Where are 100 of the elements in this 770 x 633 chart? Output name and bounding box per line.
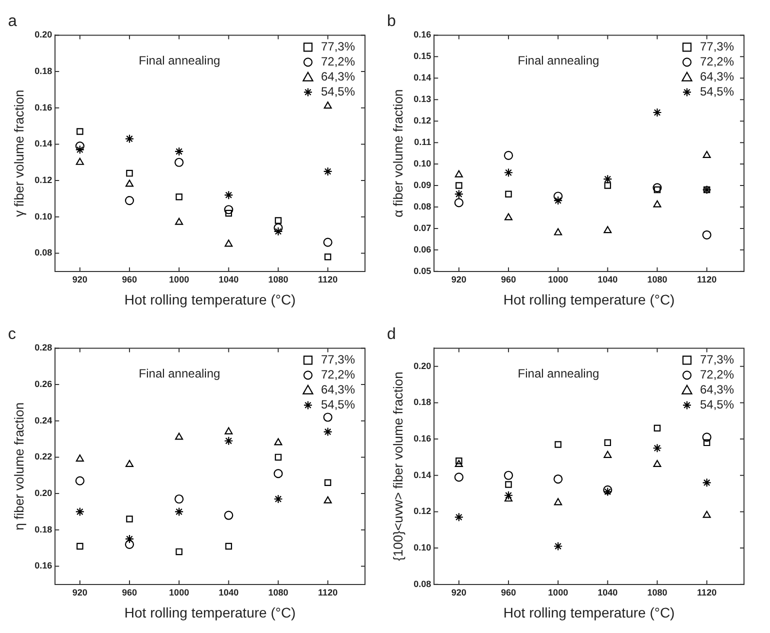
y-tick-label: 0.08 [414, 578, 432, 589]
legend-label: 54,5% [320, 398, 356, 412]
point [604, 226, 612, 234]
point [224, 190, 234, 200]
annotation: Final annealing [138, 366, 220, 381]
legend-label: 77,3% [700, 40, 734, 54]
x-axis-title: Hot rolling temperature (°C) [124, 604, 296, 620]
point [554, 498, 562, 506]
point [124, 540, 134, 549]
point [75, 476, 84, 486]
point [274, 217, 282, 224]
x-tick-label: 1000 [548, 587, 568, 598]
x-tick-label: 1120 [318, 274, 338, 284]
y-tick-label: 0.12 [414, 116, 432, 126]
point [504, 213, 513, 220]
x-tick-label: 920 [451, 274, 466, 284]
legend-label: 72,2% [320, 368, 356, 382]
point [274, 438, 282, 446]
point [76, 158, 84, 165]
legend-label: 77,3% [700, 352, 734, 367]
point [126, 170, 133, 177]
x-tick-label: 1040 [218, 587, 239, 598]
y-tick-label: 0.16 [34, 102, 52, 112]
y-tick-label: 0.08 [414, 201, 432, 212]
point [454, 198, 464, 208]
point [654, 186, 661, 194]
point [224, 205, 234, 214]
point [324, 479, 332, 486]
point [274, 226, 283, 236]
y-axis-title: α fiber volume fraction [390, 89, 406, 218]
point [174, 494, 184, 504]
x-tick-label: 960 [122, 587, 138, 598]
point [274, 223, 283, 232]
x-tick-label: 920 [72, 274, 88, 284]
point [176, 194, 182, 200]
point [224, 436, 234, 446]
point [324, 102, 332, 109]
point [554, 441, 562, 448]
point [454, 472, 464, 482]
point [174, 507, 184, 516]
point [554, 192, 563, 201]
y-tick-label: 0.11 [414, 137, 432, 148]
point [76, 542, 84, 550]
y-tick-label: 0.16 [414, 434, 432, 444]
x-axis-title: Hot rolling temperature (°C) [503, 291, 675, 308]
point [274, 469, 283, 478]
y-tick-label: 0.16 [414, 30, 432, 40]
point [654, 424, 661, 432]
y-tick-label: 0.10 [414, 542, 432, 553]
point [554, 196, 563, 206]
y-tick-label: 0.28 [34, 342, 52, 353]
annotation: Final annealing [518, 366, 600, 381]
y-axis-title: η fiber volume fraction [11, 402, 26, 530]
point [504, 168, 514, 178]
y-tick-label: 0.10 [414, 158, 432, 169]
x-tick-label: 1040 [598, 274, 618, 284]
y-tick-label: 0.20 [414, 360, 432, 371]
point [175, 218, 184, 225]
x-tick-label: 1120 [697, 274, 717, 284]
x-tick-label: 1120 [318, 587, 338, 598]
legend-label: 77,3% [320, 352, 356, 367]
y-axis-title: {100}<uvw> fiber volume fraction [390, 372, 406, 561]
point [76, 454, 84, 462]
legend-label: 72,2% [700, 368, 734, 382]
point [702, 150, 711, 158]
point [324, 496, 332, 504]
point [454, 512, 464, 522]
point [274, 454, 282, 461]
point [603, 174, 612, 184]
point [504, 490, 514, 500]
point [224, 510, 234, 520]
x-tick-label: 1040 [598, 587, 618, 598]
point [554, 228, 562, 236]
point [504, 470, 514, 480]
y-tick-label: 0.06 [414, 244, 432, 254]
y-axis-title: γ fiber volume fraction [11, 90, 26, 217]
x-tick-label: 1000 [169, 587, 190, 598]
x-tick-label: 1080 [647, 274, 668, 284]
legend-label: 77,3% [320, 40, 356, 54]
point [604, 439, 612, 446]
point [702, 510, 711, 518]
point [175, 432, 184, 440]
legend-label: 72,2% [700, 54, 734, 69]
y-tick-label: 0.07 [414, 222, 432, 233]
y-tick-label: 0.20 [34, 30, 52, 40]
y-tick-label: 0.15 [414, 51, 432, 62]
x-tick-label: 1040 [218, 274, 239, 284]
chart-title: a [8, 13, 17, 30]
point [456, 457, 462, 464]
point [124, 534, 134, 544]
y-tick-label: 0.10 [34, 211, 52, 222]
point [454, 170, 463, 178]
y-tick-label: 0.12 [34, 175, 52, 186]
point [604, 450, 612, 458]
y-tick-label: 0.20 [34, 488, 52, 498]
point [454, 460, 463, 468]
point [323, 427, 332, 436]
y-tick-label: 0.18 [414, 397, 432, 408]
chart-title: d [387, 326, 396, 344]
point [554, 474, 563, 484]
